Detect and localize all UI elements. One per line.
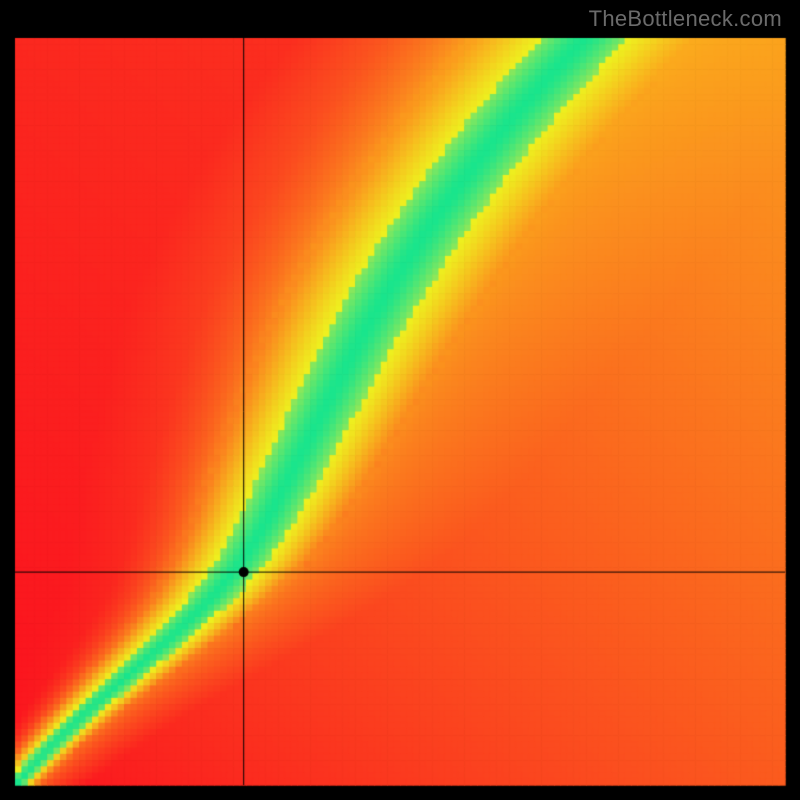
chart-container: TheBottleneck.com	[0, 0, 800, 800]
watermark-text: TheBottleneck.com	[589, 6, 782, 32]
heatmap-canvas	[0, 0, 800, 800]
